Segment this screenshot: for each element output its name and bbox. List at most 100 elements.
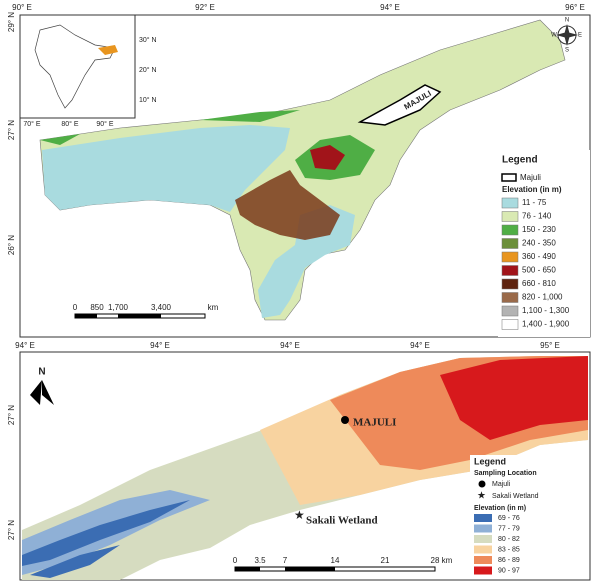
legend-swatch	[501, 292, 519, 303]
y-label: 27° N	[7, 405, 16, 425]
x-label: 94° E	[280, 341, 300, 350]
scale-label: 850	[90, 303, 104, 312]
legend-swatch	[474, 566, 492, 575]
x-label: 94° E	[15, 341, 35, 350]
legend-label: 77 - 79	[498, 525, 520, 532]
scale-label: 21	[381, 556, 390, 565]
legend-swatch	[501, 197, 519, 209]
scale-label: 0	[233, 556, 238, 565]
legend-title: Legend	[474, 456, 506, 466]
y-label: 27° N	[7, 520, 16, 540]
region-foothills	[40, 110, 300, 145]
y-label: 26° N	[7, 235, 16, 255]
scale-label: 7	[283, 556, 288, 565]
legend-label: 1,100 - 1,300	[522, 306, 570, 315]
compass-letter: W	[551, 33, 557, 39]
legend-label: 660 - 810	[522, 279, 556, 288]
legend-subtitle: Elevation (in m)	[502, 185, 562, 194]
scale-label: km	[208, 303, 219, 312]
legend-swatch	[501, 238, 519, 249]
x-label: 94° E	[380, 3, 400, 12]
region-peaks	[310, 145, 345, 170]
y-label: 29° N	[7, 12, 16, 32]
scale-label: km	[442, 556, 453, 565]
bottom-zone-top	[440, 356, 588, 440]
legend-swatch	[474, 535, 492, 543]
inset-y-label: 30° N	[139, 36, 157, 44]
compass-letter: N	[565, 18, 569, 24]
legend-label: 83 - 85	[498, 546, 520, 553]
x-label: 96° E	[565, 3, 585, 12]
legend-label: 360 - 490	[522, 252, 556, 261]
legend-outline-swatch	[501, 173, 517, 182]
point-label: MAJULI	[353, 417, 396, 429]
bottom-scale-seg	[235, 567, 260, 571]
x-label: 92° E	[195, 3, 215, 12]
legend-label: 500 - 650	[522, 266, 556, 275]
legend-swatch	[501, 251, 519, 263]
legend-title: Legend	[502, 155, 538, 166]
point-label: Sakali Wetland	[306, 515, 378, 527]
scale-label: 14	[331, 556, 340, 565]
x-label: 95° E	[540, 341, 560, 350]
legend-label: 820 - 1,000	[522, 293, 563, 302]
legend-label: Majuli	[520, 173, 541, 182]
majuli-point	[341, 416, 349, 424]
legend-label: 76 - 140	[522, 212, 552, 221]
x-label: 94° E	[410, 341, 430, 350]
top-scale-seg	[75, 314, 97, 318]
legend-label: 150 - 230	[522, 225, 556, 234]
bottom-channels	[22, 500, 190, 578]
inset-y-label: 20° N	[139, 66, 157, 74]
region-hills	[235, 170, 340, 240]
scale-label: 28	[431, 556, 440, 565]
legend-swatch	[501, 319, 519, 330]
legend-star: ★	[477, 491, 486, 502]
x-label: 94° E	[150, 341, 170, 350]
legend-swatch	[474, 524, 492, 533]
inset-y-label: 10° N	[139, 96, 157, 104]
legend-label: 69 - 76	[498, 515, 520, 522]
legend-label: 80 - 82	[498, 536, 520, 543]
legend-swatch	[501, 265, 519, 276]
legend-label: 240 - 350	[522, 239, 556, 248]
legend-swatch	[501, 224, 519, 236]
legend-label: 90 - 97	[498, 567, 520, 574]
legend-label: Majuli	[492, 481, 511, 488]
scale-label: 3,400	[151, 303, 172, 312]
compass-letter: S	[565, 48, 569, 54]
legend-swatch	[474, 556, 492, 564]
legend-swatch	[474, 514, 492, 522]
top-scale-seg	[118, 314, 161, 318]
legend-swatch	[501, 278, 519, 290]
compass-star	[556, 24, 578, 46]
compass	[556, 24, 578, 46]
sakali-star: ★	[294, 508, 305, 522]
x-label: 90° E	[12, 3, 32, 12]
compass-letter: E	[578, 33, 582, 39]
north-arrow	[30, 380, 42, 405]
scale-label: 1,700	[108, 303, 129, 312]
inset-frame	[19, 14, 136, 119]
legend-label: 86 - 89	[498, 557, 520, 564]
legend-label: 1,400 - 1,900	[522, 320, 570, 329]
inset-assam	[98, 45, 118, 55]
north-arrow	[42, 380, 54, 405]
inset-x-label: 80° E	[61, 120, 79, 128]
legend-label: Sakali Wetland	[492, 493, 539, 500]
legend-swatch	[501, 305, 519, 317]
region-floodplain	[42, 125, 290, 212]
legend-label: 11 - 75	[522, 198, 547, 207]
legend-swatch	[501, 211, 519, 222]
inset-x-label: 70° E	[23, 120, 41, 128]
north-label: N	[38, 367, 45, 378]
legend-subtitle: Elevation (in m)	[474, 505, 526, 512]
legend-subtitle: Sampling Location	[474, 470, 537, 477]
bottom-scale-seg	[285, 567, 335, 571]
legend-swatch	[474, 545, 492, 554]
y-label: 27° N	[7, 120, 16, 140]
scale-label: 3.5	[254, 556, 266, 565]
inset-india	[34, 24, 116, 109]
scale-label: 0	[73, 303, 78, 312]
